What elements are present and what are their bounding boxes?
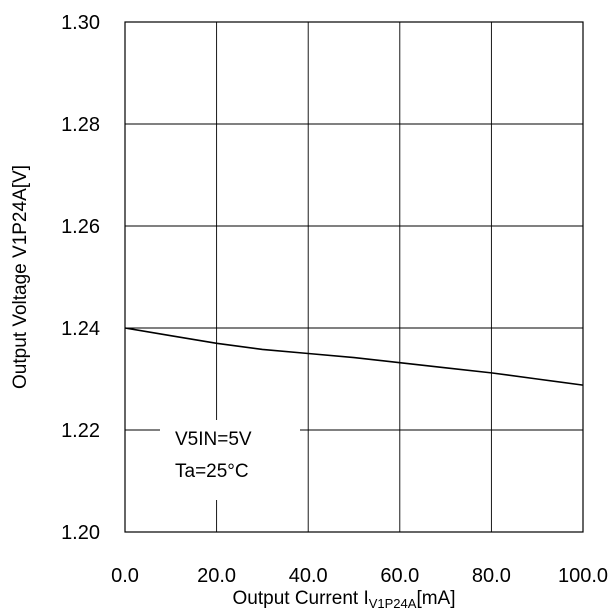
y-tick-label: 1.30 xyxy=(61,12,100,34)
x-tick-label: 40.0 xyxy=(289,565,328,587)
y-axis-label: Output Voltage V1P24A[V] xyxy=(10,165,31,389)
annotation-box xyxy=(160,420,300,500)
x-tick-labels: 0.0 20.0 40.0 60.0 80.0 100.0 xyxy=(111,565,608,587)
y-tick-labels: 1.20 1.22 1.24 1.26 1.28 1.30 xyxy=(61,12,100,544)
annotation-temperature: Ta=25°C xyxy=(175,461,249,482)
x-axis-label-main: Output Current I xyxy=(233,588,369,609)
x-tick-label: 0.0 xyxy=(111,565,139,587)
x-tick-label: 80.0 xyxy=(472,565,511,587)
series-line-0 xyxy=(124,327,584,386)
x-axis-label-unit: [mA] xyxy=(416,588,455,609)
x-axis-label: Output Current IV1P24A[mA] xyxy=(233,588,456,611)
y-tick-label: 1.26 xyxy=(61,216,100,238)
y-tick-label: 1.20 xyxy=(61,522,100,544)
annotation-supply-voltage: V5IN=5V xyxy=(175,429,252,450)
x-axis-label-subscript: V1P24A xyxy=(369,596,417,611)
x-tick-label: 100.0 xyxy=(558,565,608,587)
x-tick-label: 60.0 xyxy=(380,565,419,587)
y-tick-label: 1.24 xyxy=(61,318,100,340)
y-tick-label: 1.22 xyxy=(61,420,100,442)
x-tick-label: 20.0 xyxy=(197,565,236,587)
y-tick-label: 1.28 xyxy=(61,114,100,136)
series-layer xyxy=(124,327,584,386)
plot-frame xyxy=(124,21,584,533)
